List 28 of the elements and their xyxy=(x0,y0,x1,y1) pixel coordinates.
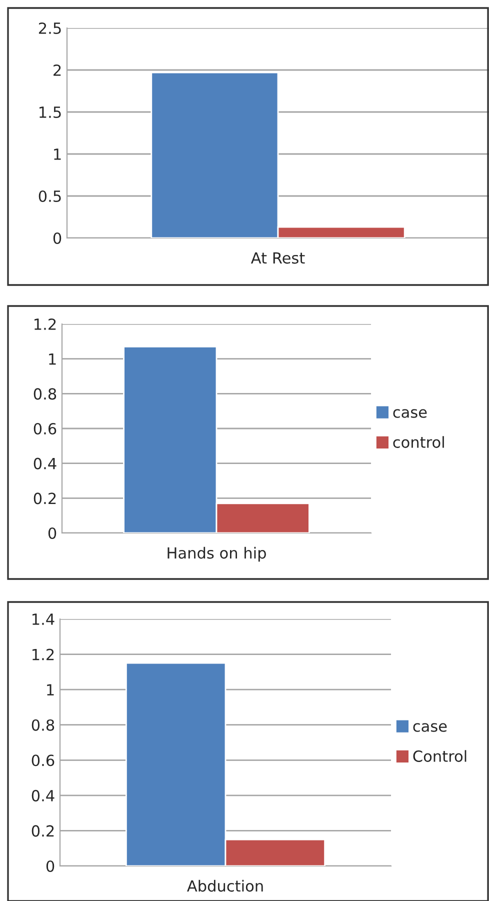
y-tick-label: 0.4 xyxy=(32,790,54,802)
y-tick-label: 0.6 xyxy=(32,754,54,766)
y-tick-label: 0.6 xyxy=(34,422,56,435)
y-tick-label: 2.5 xyxy=(38,22,61,34)
y-tick-label: 0 xyxy=(48,527,56,540)
y-tick-label: 0.8 xyxy=(34,388,56,400)
legend-label: case xyxy=(413,723,447,732)
y-tick-label: 1 xyxy=(54,148,61,160)
y-tick-label: 1.4 xyxy=(32,614,54,625)
y-tick-label: 0.5 xyxy=(38,190,61,202)
y-tick-label: 1 xyxy=(49,354,56,365)
legend-label: control xyxy=(393,436,444,448)
y-tick-label: 1.2 xyxy=(32,648,54,660)
y-tick-label: 1.2 xyxy=(34,318,56,330)
x-tick-label: Hands on hip xyxy=(168,546,266,562)
x-tick-label: Abduction xyxy=(187,880,263,892)
legend-label: Control xyxy=(413,750,466,762)
y-tick-label: 0 xyxy=(53,232,62,244)
y-tick-label: 1.5 xyxy=(40,106,61,118)
y-tick-label: 0.2 xyxy=(32,825,54,837)
x-tick-label: At Rest xyxy=(250,252,305,264)
legend-label: case xyxy=(393,409,427,418)
y-tick-label: 0.4 xyxy=(34,458,56,470)
y-tick-label: 0.2 xyxy=(34,492,56,504)
y-tick-label: 1 xyxy=(47,684,54,696)
y-tick-label: 2 xyxy=(54,64,61,76)
y-tick-label: 0.8 xyxy=(32,719,54,731)
y-tick-label: 0 xyxy=(46,860,54,872)
